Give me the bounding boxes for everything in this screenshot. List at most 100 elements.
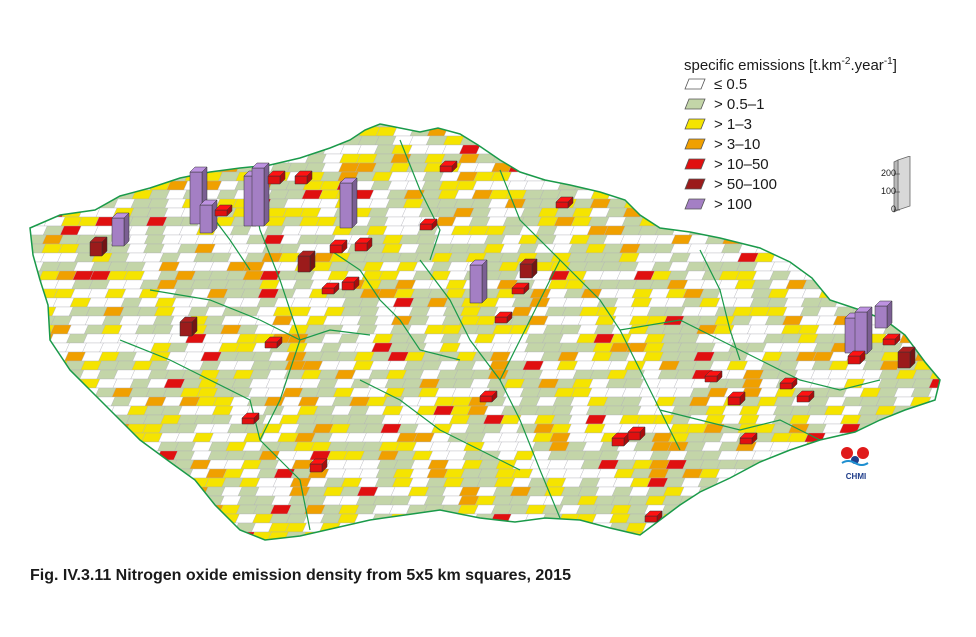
grid-cell xyxy=(806,243,828,254)
grid-cell xyxy=(99,513,121,524)
grid-cell xyxy=(874,243,896,254)
grid-cell xyxy=(791,216,814,227)
grid-cell xyxy=(0,487,21,496)
grid-cell xyxy=(201,513,223,524)
grid-cell xyxy=(955,118,976,127)
grid-cell xyxy=(643,171,665,182)
grid-cell xyxy=(118,153,140,164)
grid-cell xyxy=(154,468,177,479)
grid-cell xyxy=(939,441,940,452)
grid-cell xyxy=(37,450,59,461)
grid-cell xyxy=(0,523,18,532)
grid-cell xyxy=(0,514,1,523)
grid-cell xyxy=(949,514,970,523)
grid-cell xyxy=(50,153,72,164)
grid-cell xyxy=(134,495,157,506)
grid-cell xyxy=(971,298,976,307)
grid-cell xyxy=(85,477,108,488)
grid-cell xyxy=(935,306,940,317)
grid-cell xyxy=(461,124,484,128)
legend-item: > 10–50 xyxy=(684,154,954,174)
grid-cell xyxy=(577,153,599,164)
grid-cell xyxy=(926,234,940,245)
scale-tick-200: 200 xyxy=(880,168,896,178)
grid-cell xyxy=(71,450,93,461)
grid-cell xyxy=(30,216,32,227)
grid-cell xyxy=(238,135,261,146)
grid-cell xyxy=(959,415,976,424)
scale-bar: 200 100 0 xyxy=(866,156,926,216)
grid-cell xyxy=(493,135,516,146)
legend-swatch xyxy=(684,98,706,110)
grid-cell xyxy=(30,423,45,434)
grid-cell xyxy=(952,487,973,496)
grid-cell xyxy=(744,522,766,533)
grid-cell xyxy=(580,124,603,128)
grid-cell xyxy=(882,495,905,506)
grid-cell xyxy=(105,450,127,461)
grid-cell xyxy=(267,541,288,550)
grid-cell xyxy=(544,135,567,146)
grid-cell xyxy=(223,124,246,128)
grid-cell xyxy=(851,297,874,308)
grid-cell xyxy=(959,253,976,262)
grid-cell xyxy=(255,144,277,155)
grid-cell xyxy=(168,162,190,173)
grid-cell xyxy=(767,459,790,470)
grid-cell xyxy=(781,486,804,497)
grid-cell xyxy=(960,406,976,415)
grid-cell xyxy=(672,216,695,227)
grid-cell xyxy=(824,234,846,245)
grid-cell xyxy=(945,388,966,397)
grid-cell xyxy=(947,370,968,379)
grid-cell xyxy=(811,531,833,540)
grid-cell xyxy=(220,153,242,164)
grid-cell xyxy=(808,216,831,227)
grid-cell xyxy=(187,135,210,146)
grid-cell xyxy=(44,378,67,389)
grid-cell xyxy=(66,495,89,506)
grid-cell xyxy=(106,441,128,452)
grid-cell xyxy=(4,451,25,460)
grid-cell xyxy=(104,124,127,128)
grid-cell xyxy=(41,414,63,425)
grid-cell xyxy=(710,522,732,533)
grid-cell xyxy=(49,162,71,173)
grid-cell xyxy=(39,432,61,443)
grid-cell xyxy=(216,531,238,540)
grid-cell xyxy=(65,513,87,524)
grid-cell xyxy=(919,297,940,308)
grid-cell xyxy=(68,135,91,146)
grid-cell xyxy=(747,486,770,497)
grid-cell xyxy=(958,433,976,442)
grid-cell xyxy=(913,531,935,540)
emission-bar xyxy=(354,237,373,252)
grid-cell xyxy=(386,531,408,540)
grid-cell xyxy=(257,124,280,128)
grid-cell xyxy=(959,244,976,253)
grid-cell xyxy=(67,486,90,497)
emission-bar xyxy=(511,282,530,295)
grid-cell xyxy=(250,541,271,550)
grid-cell xyxy=(98,522,120,533)
grid-cell xyxy=(663,135,686,146)
grid-cell xyxy=(957,271,976,280)
emission-bar xyxy=(874,300,893,329)
grid-cell xyxy=(903,459,926,470)
grid-cell xyxy=(805,252,827,263)
grid-cell xyxy=(942,253,963,262)
grid-cell xyxy=(115,180,137,191)
grid-cell xyxy=(902,468,925,479)
grid-cell xyxy=(75,405,98,416)
grid-cell xyxy=(782,477,805,488)
grid-cell xyxy=(807,234,829,245)
grid-cell xyxy=(801,459,824,470)
grid-cell xyxy=(506,522,528,533)
grid-cell xyxy=(238,144,260,155)
grid-cell xyxy=(795,522,817,533)
grid-cell xyxy=(903,288,926,299)
grid-cell xyxy=(86,126,109,137)
grid-cell xyxy=(82,513,104,524)
grid-cell xyxy=(525,162,547,173)
grid-cell xyxy=(544,144,566,155)
